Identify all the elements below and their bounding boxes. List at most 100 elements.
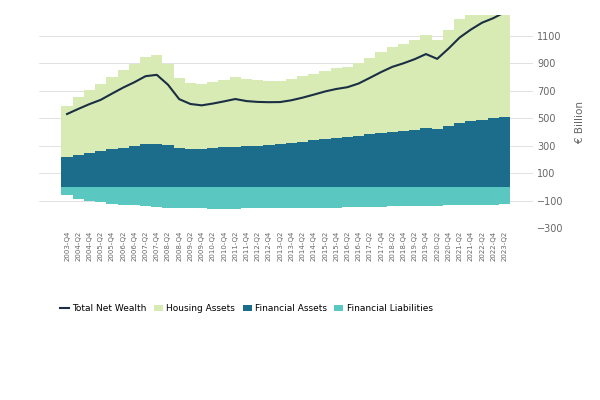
Bar [398, 44, 409, 132]
Bar [84, 90, 95, 152]
Bar [118, 187, 129, 204]
Bar [376, 187, 387, 207]
Bar [443, 187, 454, 206]
Bar [151, 55, 163, 144]
Bar [308, 140, 319, 187]
Bar [61, 187, 73, 195]
Bar [252, 80, 263, 146]
Total Net Wealth [389, 64, 396, 69]
Bar [387, 187, 398, 206]
Bar [140, 187, 151, 206]
Total Net Wealth [131, 80, 138, 85]
Bar [409, 40, 421, 130]
Bar [241, 80, 252, 146]
Bar [263, 145, 275, 187]
Bar [106, 77, 118, 149]
Bar [106, 149, 118, 187]
Total Net Wealth [299, 95, 306, 100]
Bar [230, 147, 241, 187]
Bar [297, 76, 308, 142]
Bar [353, 187, 364, 207]
Bar [364, 187, 376, 207]
Bar [207, 148, 218, 187]
Total Net Wealth [97, 98, 104, 102]
Total Net Wealth [220, 99, 227, 104]
Total Net Wealth [501, 10, 508, 15]
Bar [196, 84, 207, 149]
Bar [95, 151, 106, 187]
Bar [465, 121, 476, 187]
Total Net Wealth [243, 99, 250, 104]
Legend: Total Net Wealth, Housing Assets, Financial Assets, Financial Liabilities: Total Net Wealth, Housing Assets, Financ… [59, 304, 433, 313]
Total Net Wealth [366, 76, 373, 80]
Bar [431, 40, 443, 129]
Bar [230, 187, 241, 209]
Total Net Wealth [142, 74, 149, 78]
Bar [252, 187, 263, 208]
Total Net Wealth [478, 20, 485, 25]
Bar [241, 146, 252, 187]
Total Net Wealth [64, 112, 71, 116]
Total Net Wealth [434, 56, 441, 61]
Bar [342, 67, 353, 137]
Bar [207, 187, 218, 209]
Bar [263, 80, 275, 145]
Bar [364, 134, 376, 187]
Bar [443, 30, 454, 126]
Total Net Wealth [400, 61, 407, 66]
Bar [129, 146, 140, 187]
Bar [118, 70, 129, 148]
Bar [95, 187, 106, 202]
Bar [297, 187, 308, 208]
Bar [73, 154, 84, 187]
Bar [431, 187, 443, 206]
Bar [376, 52, 387, 133]
Total Net Wealth [86, 102, 93, 106]
Bar [263, 187, 275, 208]
Bar [61, 106, 73, 157]
Total Net Wealth [254, 100, 262, 104]
Bar [286, 187, 297, 208]
Total Net Wealth [153, 72, 160, 77]
Bar [409, 130, 421, 187]
Bar [387, 132, 398, 187]
Bar [173, 187, 185, 208]
Total Net Wealth [332, 86, 340, 91]
Bar [140, 144, 151, 187]
Bar [163, 64, 173, 144]
Bar [331, 138, 342, 187]
Total Net Wealth [198, 103, 205, 108]
Total Net Wealth [277, 100, 284, 104]
Bar [398, 132, 409, 187]
Bar [476, 120, 488, 187]
Bar [218, 147, 230, 187]
Bar [342, 137, 353, 187]
Bar [398, 187, 409, 206]
Total Net Wealth [109, 91, 116, 96]
Bar [421, 128, 431, 187]
Bar [499, 0, 510, 117]
Bar [196, 149, 207, 187]
Bar [499, 117, 510, 187]
Bar [421, 187, 431, 206]
Bar [331, 68, 342, 138]
Bar [129, 187, 140, 205]
Total Net Wealth [164, 82, 172, 87]
Bar [297, 142, 308, 187]
Bar [185, 149, 196, 187]
Bar [241, 187, 252, 208]
Bar [185, 83, 196, 149]
Bar [173, 148, 185, 187]
Bar [331, 187, 342, 208]
Bar [106, 187, 118, 204]
Total Net Wealth [74, 106, 82, 111]
Total Net Wealth [176, 97, 183, 102]
Bar [84, 187, 95, 201]
Bar [342, 187, 353, 207]
Bar [275, 187, 286, 208]
Total Net Wealth [411, 57, 418, 62]
Bar [286, 79, 297, 143]
Bar [308, 187, 319, 208]
Bar [431, 129, 443, 187]
Bar [387, 47, 398, 132]
